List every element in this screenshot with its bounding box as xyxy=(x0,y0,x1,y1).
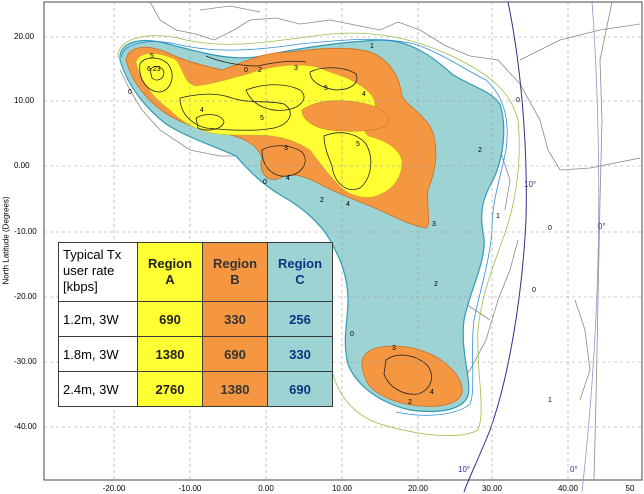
contour-label-5a: 5 xyxy=(150,53,154,60)
x-tick-40: 40.00 xyxy=(557,484,579,493)
x-tick-0: 0.00 xyxy=(258,484,274,493)
contour-label-2c: 2 xyxy=(320,197,324,204)
contour-label-1a: 1 xyxy=(370,43,374,50)
contour-label-0d: 0 xyxy=(532,287,536,294)
meridian-0-curve xyxy=(581,1,600,493)
cell-region-a: 1380 xyxy=(137,336,203,372)
contour-label-3b: 3 xyxy=(284,145,288,152)
table-header-row: Typical Tx user rate [kbps] Region A Reg… xyxy=(58,242,333,302)
x-tick-20: 20.00 xyxy=(407,484,429,493)
contour-label-4a: 4 xyxy=(200,107,204,114)
contour-label-3c: 3 xyxy=(432,221,436,228)
meridian-label-0-top: 0° xyxy=(598,222,606,231)
cell-region-b: 330 xyxy=(202,301,268,337)
contour-label-4b: 4 xyxy=(286,175,290,182)
x-tick-10: 10.00 xyxy=(331,484,353,493)
y-tick-minus30: -30.00 xyxy=(14,357,37,366)
region-a-footprint xyxy=(135,53,403,198)
contour-label-2b: 2 xyxy=(478,147,482,154)
contour-label-1b: 1 xyxy=(496,213,500,220)
contour-label-0c: 0 xyxy=(548,225,552,232)
contour-label-5b: 5 xyxy=(324,85,328,92)
x-tick-minus10: -10.00 xyxy=(178,484,202,493)
y-tick-0: 0.00 xyxy=(14,161,30,170)
y-tick-minus10: -10.00 xyxy=(14,227,37,236)
contour-label-3d: 3 xyxy=(392,345,396,352)
contour-label-4e: 4 xyxy=(430,389,434,396)
contour-label-2e: 2 xyxy=(408,399,412,406)
cell-region-a: 2760 xyxy=(137,371,203,407)
contour-label-0b: 0 xyxy=(516,97,520,104)
table-header-label: Typical Tx user rate [kbps] xyxy=(58,242,138,302)
contour-label-0g: 0 xyxy=(263,179,267,186)
column-header-region-a: Region A xyxy=(137,242,203,302)
contour-label-4c: 4 xyxy=(362,91,366,98)
contour-label-3a: 3 xyxy=(294,65,298,72)
region-b-inner-patch xyxy=(301,100,390,132)
contour-label-5d: 5 xyxy=(356,141,360,148)
table-row: 1.2m, 3W 690 330 256 xyxy=(58,301,333,337)
meridian-10-curve xyxy=(463,1,527,493)
cell-region-c: 330 xyxy=(267,336,333,372)
outer-contour-green xyxy=(117,32,520,437)
row-label: 2.4m, 3W xyxy=(58,371,138,407)
meridian-label-10-bottom: 10° xyxy=(458,465,470,474)
x-tick-minus20: -20.00 xyxy=(102,484,126,493)
contour-label-2a: 2 xyxy=(258,67,262,74)
contour-label-0f: 0 xyxy=(128,89,132,96)
x-tick-50: 50 xyxy=(625,484,635,493)
column-header-region-c: Region C xyxy=(267,242,333,302)
contour-label-2d: 2 xyxy=(434,281,438,288)
y-tick-20: 20.00 xyxy=(14,32,35,41)
contour-label-peak: 6.23 xyxy=(147,66,161,73)
contour-label-0e: 0 xyxy=(350,331,354,338)
outer-contour-blue xyxy=(121,39,508,416)
contour-lines xyxy=(139,55,432,395)
contour-label-5c: 5 xyxy=(260,115,264,122)
cell-region-a: 690 xyxy=(137,301,203,337)
user-rate-table: Typical Tx user rate [kbps] Region A Reg… xyxy=(58,242,333,407)
cell-region-c: 690 xyxy=(267,371,333,407)
row-label: 1.2m, 3W xyxy=(58,301,138,337)
y-tick-minus20: -20.00 xyxy=(14,292,37,301)
cell-region-b: 1380 xyxy=(202,371,268,407)
cell-region-b: 690 xyxy=(202,336,268,372)
contour-label-1c: 1 xyxy=(548,397,552,404)
region-b-southern-lobe xyxy=(361,345,463,407)
y-tick-10: 10.00 xyxy=(14,96,35,105)
x-tick-30: 30.00 xyxy=(481,484,503,493)
contour-label-4d: 4 xyxy=(346,201,350,208)
table-row: 2.4m, 3W 2760 1380 690 xyxy=(58,371,333,407)
table-row: 1.8m, 3W 1380 690 330 xyxy=(58,336,333,372)
y-tick-minus40: -40.00 xyxy=(14,422,37,431)
y-axis-label: North Latitude (Degrees) xyxy=(1,196,11,285)
contour-label-0a: 0 xyxy=(244,67,248,74)
cell-region-c: 256 xyxy=(267,301,333,337)
row-label: 1.8m, 3W xyxy=(58,336,138,372)
meridian-label-10-top: 10° xyxy=(524,180,536,189)
meridian-label-0-bottom: 0° xyxy=(570,465,578,474)
column-header-region-b: Region B xyxy=(202,242,268,302)
